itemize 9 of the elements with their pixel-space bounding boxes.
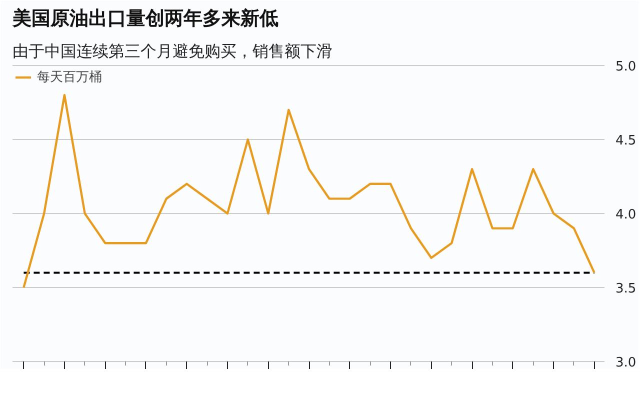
legend-label: 每天百万桶: [37, 69, 102, 86]
chart-title: 美国原油出口量创两年多来新低: [12, 8, 278, 30]
y-tick-label: 3.5: [616, 282, 636, 296]
y-tick-label: 4.0: [616, 208, 636, 222]
line-series: [22, 94, 596, 289]
y-tick-label: 5.0: [616, 60, 636, 74]
y-tick-label: 4.5: [616, 134, 636, 148]
chart-subtitle: 由于中国连续第三个月避免购买，销售额下滑: [12, 42, 332, 60]
y-tick-label: 3.0: [616, 356, 636, 370]
